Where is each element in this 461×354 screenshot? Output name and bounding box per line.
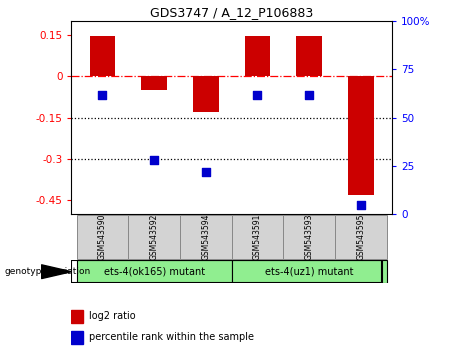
Text: genotype/variation: genotype/variation: [5, 267, 91, 276]
Bar: [141, 76, 167, 90]
FancyBboxPatch shape: [284, 215, 335, 259]
Text: log2 ratio: log2 ratio: [89, 312, 136, 321]
FancyBboxPatch shape: [77, 215, 128, 259]
Bar: [71, 331, 83, 343]
FancyBboxPatch shape: [180, 215, 231, 259]
Bar: [89, 35, 115, 76]
Polygon shape: [41, 265, 71, 279]
Text: GSM543595: GSM543595: [356, 214, 366, 261]
Text: GSM543594: GSM543594: [201, 214, 210, 261]
Text: ets-4(uz1) mutant: ets-4(uz1) mutant: [265, 267, 354, 277]
Bar: [193, 76, 219, 112]
Text: percentile rank within the sample: percentile rank within the sample: [89, 332, 254, 342]
Title: GDS3747 / A_12_P106883: GDS3747 / A_12_P106883: [150, 6, 313, 19]
Text: GSM543593: GSM543593: [305, 214, 313, 261]
Text: GSM543590: GSM543590: [98, 214, 107, 261]
Text: ets-4(ok165) mutant: ets-4(ok165) mutant: [104, 267, 205, 277]
Point: [150, 157, 158, 163]
FancyBboxPatch shape: [231, 215, 284, 259]
Bar: [296, 35, 322, 76]
FancyBboxPatch shape: [128, 215, 180, 259]
FancyBboxPatch shape: [335, 215, 387, 259]
Bar: [245, 35, 271, 76]
Point: [99, 92, 106, 97]
FancyBboxPatch shape: [231, 260, 387, 283]
Point: [306, 92, 313, 97]
Point: [202, 169, 209, 175]
Point: [254, 92, 261, 97]
Bar: [71, 310, 83, 323]
FancyBboxPatch shape: [77, 260, 231, 283]
Point: [357, 202, 365, 207]
Bar: [348, 76, 374, 195]
Text: GSM543592: GSM543592: [150, 214, 159, 261]
Text: GSM543591: GSM543591: [253, 214, 262, 261]
